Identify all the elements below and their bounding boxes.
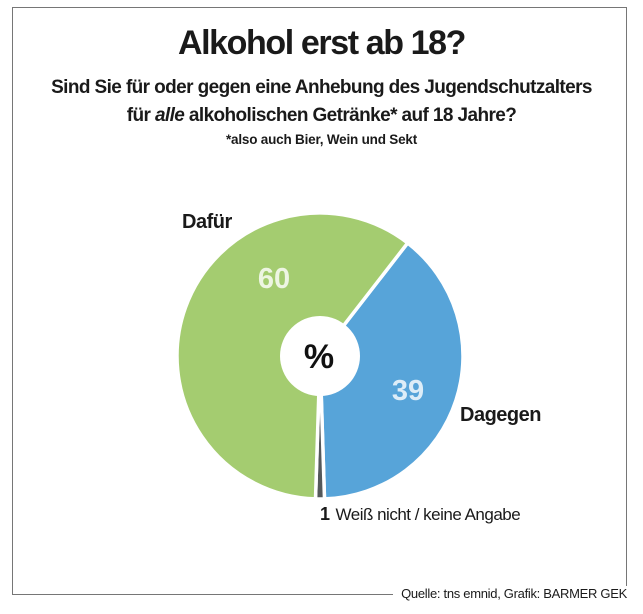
slice-label-weiss-nicht: 1 Weiß nicht / keine Angabe	[320, 504, 521, 525]
question-line-1: Sind Sie für oder gegen eine Anhebung de…	[51, 77, 592, 98]
pie-slice-1	[318, 241, 465, 501]
footnote: *also auch Bier, Wein und Sekt	[225, 132, 418, 147]
slice-value-weiss-nicht: 1	[320, 504, 330, 524]
chart-question: Sind Sie für oder gegen eine Anhebung de…	[0, 74, 643, 129]
pie-chart	[175, 211, 465, 501]
slice-value-dafuer: 60	[257, 263, 291, 295]
question-line-2-pre: für	[126, 104, 155, 126]
source-credit: Quelle: tns emnid, Grafik: BARMER GEK	[393, 586, 629, 601]
chart-frame-border	[12, 7, 627, 595]
center-percent-label: %	[303, 338, 335, 376]
slice-label-dagegen: Dagegen	[460, 404, 541, 426]
slice-text-weiss-nicht: Weiß nicht / keine Angabe	[335, 505, 521, 524]
question-line-2-italic: alle	[154, 104, 185, 126]
slice-label-dafuer: Dafür	[182, 211, 232, 233]
question-line-2-post: alkoholischen Getränke* auf 18 Jahre?	[184, 104, 517, 126]
slice-value-dagegen: 39	[391, 375, 425, 407]
donut-hole	[280, 316, 360, 396]
page-title: Alkohol erst ab 18?	[177, 24, 466, 62]
